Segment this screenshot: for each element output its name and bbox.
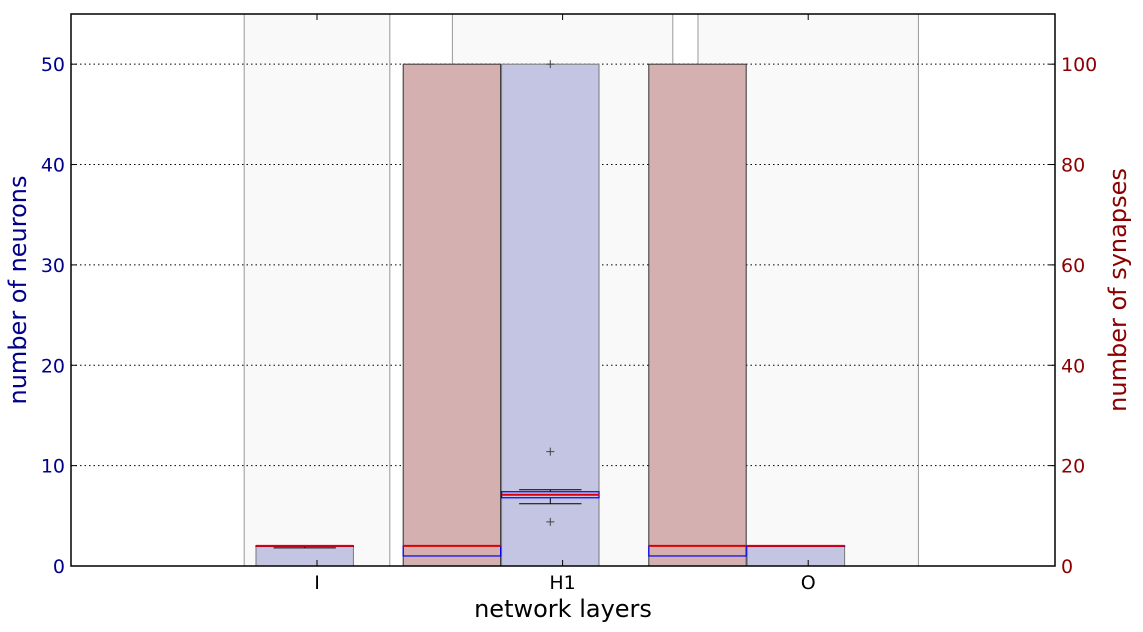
neuron-bar-h1 xyxy=(501,63,600,567)
x-tick-label: I xyxy=(314,572,320,594)
y2-tick-label: 20 xyxy=(1061,456,1085,478)
neuron-bar-i xyxy=(255,545,354,567)
y-tick-label: 10 xyxy=(41,456,65,478)
layer-band-i xyxy=(243,13,391,567)
outlier-marker xyxy=(546,60,555,69)
x-tick-label: O xyxy=(801,572,816,594)
outlier-marker xyxy=(546,447,555,456)
outlier-marker xyxy=(546,517,555,526)
synapse-bar-o xyxy=(648,63,747,567)
y2-tick-label: 60 xyxy=(1061,255,1085,277)
y2-tick-label: 100 xyxy=(1061,54,1097,76)
neuron-bar-o xyxy=(746,545,846,567)
synapse-bar-h1 xyxy=(402,63,502,567)
y-tick-label: 0 xyxy=(53,556,65,578)
y-tick-label: 20 xyxy=(41,355,65,377)
y-axis-title: number of neurons xyxy=(4,176,32,405)
y2-tick-label: 40 xyxy=(1061,355,1085,377)
y2-axis-title: number of synapses xyxy=(1104,168,1132,412)
y-tick-label: 40 xyxy=(41,155,65,177)
y-tick-label: 50 xyxy=(41,54,65,76)
x-tick-label: H1 xyxy=(549,572,575,594)
y-tick-label: 30 xyxy=(41,255,65,277)
y2-tick-label: 0 xyxy=(1061,556,1073,578)
x-axis-title: network layers xyxy=(474,595,652,623)
y2-tick-label: 80 xyxy=(1061,155,1085,177)
